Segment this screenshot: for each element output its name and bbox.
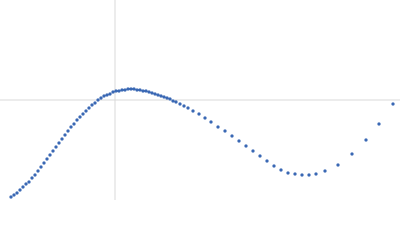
- point: [209, 120, 213, 124]
- point: [96, 98, 100, 102]
- point: [197, 112, 201, 116]
- point: [114, 89, 118, 93]
- point: [286, 171, 290, 175]
- point: [18, 188, 22, 192]
- point: [307, 173, 311, 177]
- point: [66, 129, 70, 133]
- point: [54, 145, 58, 149]
- point: [75, 118, 79, 122]
- point: [144, 89, 148, 93]
- point: [27, 180, 31, 184]
- point: [391, 102, 395, 106]
- point: [138, 88, 142, 92]
- point: [36, 169, 40, 173]
- point: [377, 122, 381, 126]
- point: [33, 173, 37, 177]
- point: [141, 89, 145, 93]
- point: [24, 182, 28, 186]
- point: [105, 93, 109, 97]
- point: [117, 89, 121, 93]
- point: [135, 88, 139, 92]
- point: [336, 163, 340, 167]
- point: [81, 112, 85, 116]
- point: [108, 92, 112, 96]
- point: [258, 154, 262, 158]
- point: [126, 87, 130, 91]
- point: [293, 172, 297, 176]
- point: [156, 93, 160, 97]
- point: [63, 133, 67, 137]
- point: [45, 157, 49, 161]
- point: [48, 153, 52, 157]
- point: [265, 159, 269, 163]
- point: [244, 144, 248, 148]
- point: [203, 116, 207, 120]
- point: [165, 96, 169, 100]
- point: [150, 91, 154, 95]
- point: [93, 101, 97, 105]
- point: [168, 97, 172, 101]
- point: [87, 106, 91, 110]
- point: [314, 172, 318, 176]
- point: [90, 103, 94, 107]
- point: [15, 191, 19, 195]
- point: [132, 87, 136, 91]
- point: [39, 165, 43, 169]
- point: [84, 109, 88, 113]
- point: [162, 95, 166, 99]
- point: [69, 125, 73, 129]
- point: [57, 141, 61, 145]
- point: [123, 88, 127, 92]
- point: [272, 164, 276, 168]
- point: [51, 149, 55, 153]
- point: [78, 115, 82, 119]
- point: [21, 185, 25, 189]
- page: (() => { const data = JSON.parse(documen…: [0, 0, 400, 200]
- point: [216, 125, 220, 129]
- point: [129, 87, 133, 91]
- point: [42, 161, 46, 165]
- point: [300, 173, 304, 177]
- point: [159, 94, 163, 98]
- point: [12, 193, 16, 197]
- point: [111, 90, 115, 94]
- point: [30, 176, 34, 180]
- point: [102, 94, 106, 98]
- point: [60, 137, 64, 141]
- point: [182, 104, 186, 108]
- chart: [0, 0, 400, 200]
- point: [120, 88, 124, 92]
- point: [99, 96, 103, 100]
- point: [364, 138, 368, 142]
- point: [147, 90, 151, 94]
- point: [171, 99, 175, 103]
- point: [323, 169, 327, 173]
- point: [237, 139, 241, 143]
- point: [251, 149, 255, 153]
- point: [230, 134, 234, 138]
- point: [350, 152, 354, 156]
- point: [186, 106, 190, 110]
- point: [174, 100, 178, 104]
- point: [223, 129, 227, 133]
- point: [72, 122, 76, 126]
- point: [191, 109, 195, 113]
- point: [9, 195, 13, 199]
- point: [178, 102, 182, 106]
- point: [279, 168, 283, 172]
- point: [153, 92, 157, 96]
